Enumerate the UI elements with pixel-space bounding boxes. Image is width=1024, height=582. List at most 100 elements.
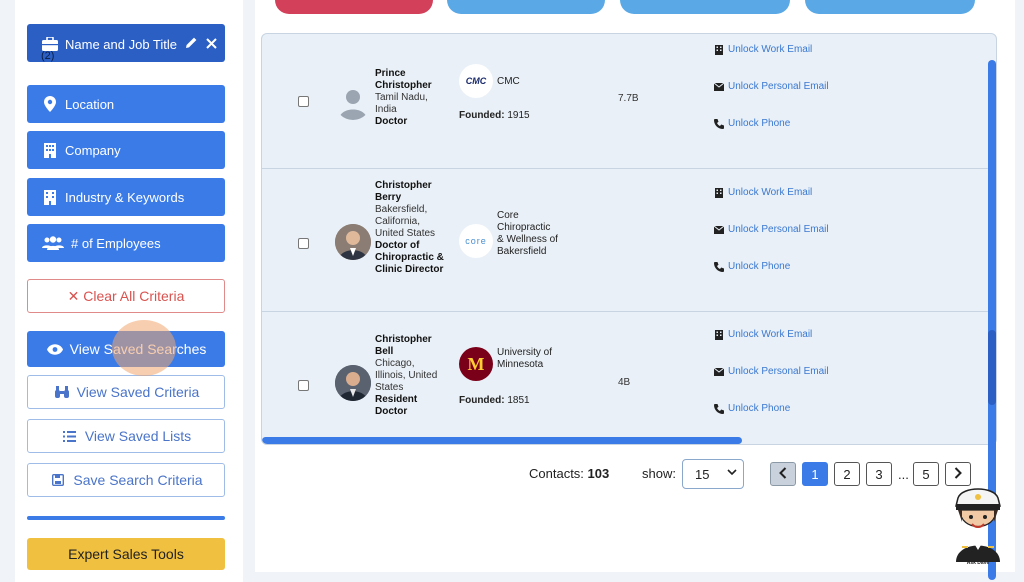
unlock-personal-email-label: Unlock Personal Email <box>728 81 829 92</box>
page-button-3[interactable]: 3 <box>866 462 892 486</box>
page-size-value: 15 <box>695 467 710 482</box>
close-icon[interactable] <box>206 36 217 52</box>
vertical-scrollbar-thumb[interactable] <box>988 330 996 405</box>
unlock-work-email-link[interactable]: Unlock Work Email <box>714 187 812 198</box>
location-label: Location <box>65 96 115 112</box>
view-saved-searches-button[interactable]: View Saved Searches <box>27 331 225 367</box>
horizontal-scrollbar[interactable] <box>262 437 742 444</box>
industry-keywords-filter[interactable]: Industry & Keywords <box>27 178 225 216</box>
tab-red[interactable] <box>275 0 433 14</box>
view-saved-lists-button[interactable]: View Saved Lists <box>27 419 225 453</box>
view-saved-lists-label: View Saved Lists <box>84 428 192 444</box>
briefcase-icon <box>41 37 59 51</box>
binoculars-icon <box>53 386 71 398</box>
company-name[interactable]: University of Minnesota <box>497 347 553 370</box>
building-icon <box>714 187 724 198</box>
page-button-1[interactable]: 1 <box>802 462 828 486</box>
tab-blue-1[interactable] <box>447 0 605 14</box>
eye-icon <box>46 343 64 355</box>
view-saved-criteria-label: View Saved Criteria <box>76 384 200 400</box>
page-size-select[interactable]: 15 <box>682 459 744 489</box>
chevron-right-icon <box>954 466 962 482</box>
table-row: Christopher Bell Chicago, Illinois, Unit… <box>262 312 996 444</box>
results-panel: Prince Christopher Tamil Nadu, India Doc… <box>255 0 1015 572</box>
unlock-phone-link[interactable]: Unlock Phone <box>714 261 790 272</box>
person-name[interactable]: Christopher Bell <box>375 334 432 357</box>
assistant-mascot[interactable]: Ask Dave <box>948 484 1008 570</box>
location-filter[interactable]: Location <box>27 85 225 123</box>
row-checkbox[interactable] <box>298 380 309 391</box>
avatar <box>335 84 371 120</box>
tab-blue-3[interactable] <box>805 0 975 14</box>
envelope-icon <box>714 225 724 234</box>
unlock-work-email-link[interactable]: Unlock Work Email <box>714 329 812 340</box>
phone-icon <box>714 403 724 414</box>
avatar <box>335 224 371 260</box>
contacts-table: Prince Christopher Tamil Nadu, India Doc… <box>261 33 997 445</box>
building-icon <box>714 44 724 55</box>
name-job-title-label: Name and Job Title <box>65 36 178 52</box>
person-title: Doctor <box>375 116 408 127</box>
show-label: show: <box>642 466 676 481</box>
clear-all-criteria-button[interactable]: ✕ Clear All Criteria <box>27 279 225 313</box>
employees-filter[interactable]: # of Employees <box>27 224 225 262</box>
company-label: Company <box>65 142 121 158</box>
pencil-icon[interactable] <box>185 36 198 52</box>
unlock-work-email-label: Unlock Work Email <box>728 329 813 340</box>
view-saved-criteria-button[interactable]: View Saved Criteria <box>27 375 225 409</box>
company-name[interactable]: CMC <box>497 76 520 87</box>
table-row: Christopher Berry Bakersfield, Californi… <box>262 169 996 312</box>
page-button-2[interactable]: 2 <box>834 462 860 486</box>
unlock-phone-label: Unlock Phone <box>728 403 791 414</box>
expert-sales-tools-button[interactable]: Expert Sales Tools <box>27 538 225 570</box>
mascot-caption: Ask Dave <box>966 560 990 566</box>
contacts-label: Contacts: <box>529 466 584 481</box>
unlock-work-email-label: Unlock Work Email <box>728 187 813 198</box>
list-icon <box>61 430 79 442</box>
clear-all-criteria-label: ✕ Clear All Criteria <box>67 287 185 304</box>
save-search-criteria-button[interactable]: Save Search Criteria <box>27 463 225 497</box>
unlock-personal-email-link[interactable]: Unlock Personal Email <box>714 81 829 92</box>
company-revenue: 4B <box>618 377 631 388</box>
next-page-button[interactable] <box>945 462 971 486</box>
chevron-down-icon <box>727 468 737 479</box>
industry-icon <box>41 189 59 205</box>
vertical-scrollbar[interactable] <box>988 60 996 580</box>
save-search-criteria-label: Save Search Criteria <box>73 472 203 488</box>
founded-label: Founded: <box>459 110 505 121</box>
map-pin-icon <box>41 96 59 112</box>
unlock-phone-link[interactable]: Unlock Phone <box>714 118 790 129</box>
name-job-title-filter[interactable]: Name and Job Title (2) <box>27 24 225 62</box>
company-name[interactable]: Core Chiropractic & Wellness of Bakersfi… <box>497 210 558 257</box>
unlock-personal-email-link[interactable]: Unlock Personal Email <box>714 366 829 377</box>
company-revenue: 7.7B <box>618 93 639 104</box>
envelope-icon <box>714 82 724 91</box>
unlock-work-email-link[interactable]: Unlock Work Email <box>714 44 812 55</box>
row-checkbox[interactable] <box>298 96 309 107</box>
page-button-5[interactable]: 5 <box>913 462 939 486</box>
phone-icon <box>714 261 724 272</box>
unlock-work-email-label: Unlock Work Email <box>728 44 813 55</box>
company-founded: Founded: 1915 <box>459 110 530 121</box>
users-icon <box>41 236 65 250</box>
phone-icon <box>714 118 724 129</box>
tab-blue-2[interactable] <box>620 0 790 14</box>
contacts-number: 103 <box>587 466 610 481</box>
page-ellipsis: ... <box>898 467 909 482</box>
person-name[interactable]: Prince Christopher <box>375 68 432 91</box>
save-icon <box>49 474 67 486</box>
unlock-personal-email-link[interactable]: Unlock Personal Email <box>714 224 829 235</box>
envelope-icon <box>714 367 724 376</box>
unlock-phone-label: Unlock Phone <box>728 118 791 129</box>
prev-page-button[interactable] <box>770 462 796 486</box>
person-info: Christopher Berry Bakersfield, Californi… <box>375 180 447 276</box>
company-founded: Founded: 1851 <box>459 395 530 406</box>
unlock-phone-link[interactable]: Unlock Phone <box>714 403 790 414</box>
person-info: Christopher Bell Chicago, Illinois, Unit… <box>375 334 447 418</box>
person-name[interactable]: Christopher Berry <box>375 180 432 203</box>
industry-keywords-label: Industry & Keywords <box>65 189 185 205</box>
expert-sales-tools-label: Expert Sales Tools <box>68 546 184 562</box>
avatar <box>335 365 371 401</box>
company-filter[interactable]: Company <box>27 131 225 169</box>
row-checkbox[interactable] <box>298 238 309 249</box>
